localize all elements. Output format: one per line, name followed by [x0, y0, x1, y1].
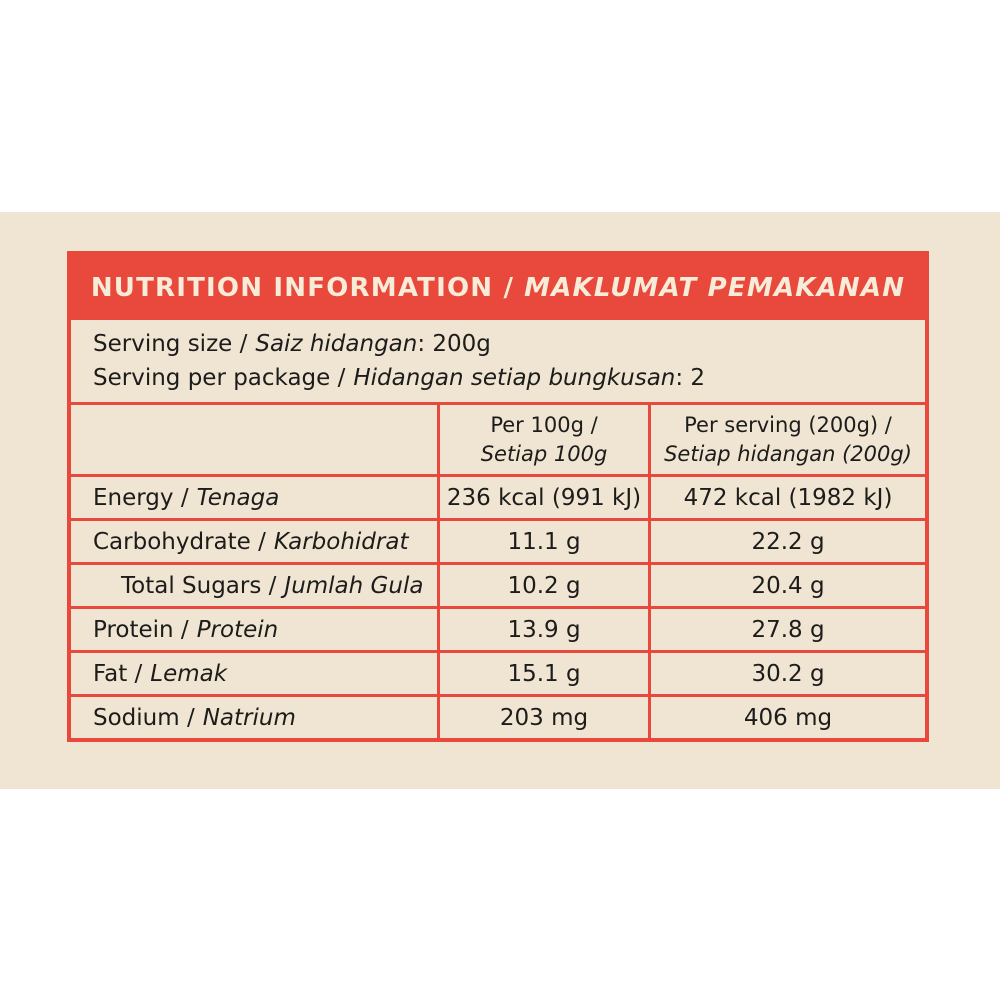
value-per-serving: 27.8 g — [648, 609, 925, 650]
value-per-100g: 13.9 g — [437, 609, 648, 650]
table-row-total-sugars: Total Sugars / Jumlah Gula 10.2 g 20.4 g — [71, 562, 925, 606]
table-row-carbohydrate: Carbohydrate / Karbohidrat 11.1 g 22.2 g — [71, 518, 925, 562]
value-per-serving: 406 mg — [648, 697, 925, 738]
value-per-serving: 20.4 g — [648, 565, 925, 606]
value-per-serving: 472 kcal (1982 kJ) — [648, 477, 925, 518]
serving-per-package-line: Serving per package / Hidangan setiap bun… — [93, 361, 905, 395]
row-label: Protein / Protein — [93, 616, 279, 643]
serving-package-label-en: Serving per package / — [93, 365, 346, 391]
table-row-energy: Energy / Tenaga 236 kcal (991 kJ) 472 kca… — [71, 474, 925, 518]
nutrition-label: NUTRITION INFORMATION / MAKLUMAT PEMAKAN… — [67, 251, 929, 742]
row-label: Total Sugars / Jumlah Gula — [121, 572, 424, 599]
serving-size-line: Serving size / Saiz hidangan: 200g — [93, 327, 905, 361]
title-bar: NUTRITION INFORMATION / MAKLUMAT PEMAKAN… — [71, 255, 925, 320]
value-per-serving: 30.2 g — [648, 653, 925, 694]
value-per-100g: 236 kcal (991 kJ) — [437, 477, 648, 518]
serving-package-value: : 2 — [675, 365, 706, 391]
title-malay: MAKLUMAT PEMAKANAN — [524, 272, 906, 303]
serving-package-label-ms: Hidangan setiap bungkusan — [353, 365, 676, 391]
value-per-100g: 203 mg — [437, 697, 648, 738]
column-header-per-serving: Per serving (200g) / Setiap hidangan (20… — [648, 405, 925, 474]
serving-info: Serving size / Saiz hidangan: 200g Servin… — [71, 320, 925, 405]
row-label: Energy / Tenaga — [93, 484, 280, 511]
table-header-row: Per 100g / Setiap 100g Per serving (200g… — [71, 405, 925, 474]
row-label: Carbohydrate / Karbohidrat — [93, 528, 409, 555]
table-row-sodium: Sodium / Natrium 203 mg 406 mg — [71, 694, 925, 738]
row-label: Fat / Lemak — [93, 660, 228, 687]
value-per-100g: 11.1 g — [437, 521, 648, 562]
table-row-fat: Fat / Lemak 15.1 g 30.2 g — [71, 650, 925, 694]
serving-size-label-en: Serving size / — [93, 331, 248, 357]
title-english: NUTRITION INFORMATION / — [90, 272, 515, 303]
value-per-serving: 22.2 g — [648, 521, 925, 562]
column-header-per-100g: Per 100g / Setiap 100g — [437, 405, 648, 474]
table-row-protein: Protein / Protein 13.9 g 27.8 g — [71, 606, 925, 650]
value-per-100g: 10.2 g — [437, 565, 648, 606]
serving-size-value: : 200g — [417, 331, 491, 357]
value-per-100g: 15.1 g — [437, 653, 648, 694]
column-header-empty — [71, 405, 437, 474]
serving-size-label-ms: Saiz hidangan — [255, 331, 418, 357]
row-label: Sodium / Natrium — [93, 704, 296, 731]
